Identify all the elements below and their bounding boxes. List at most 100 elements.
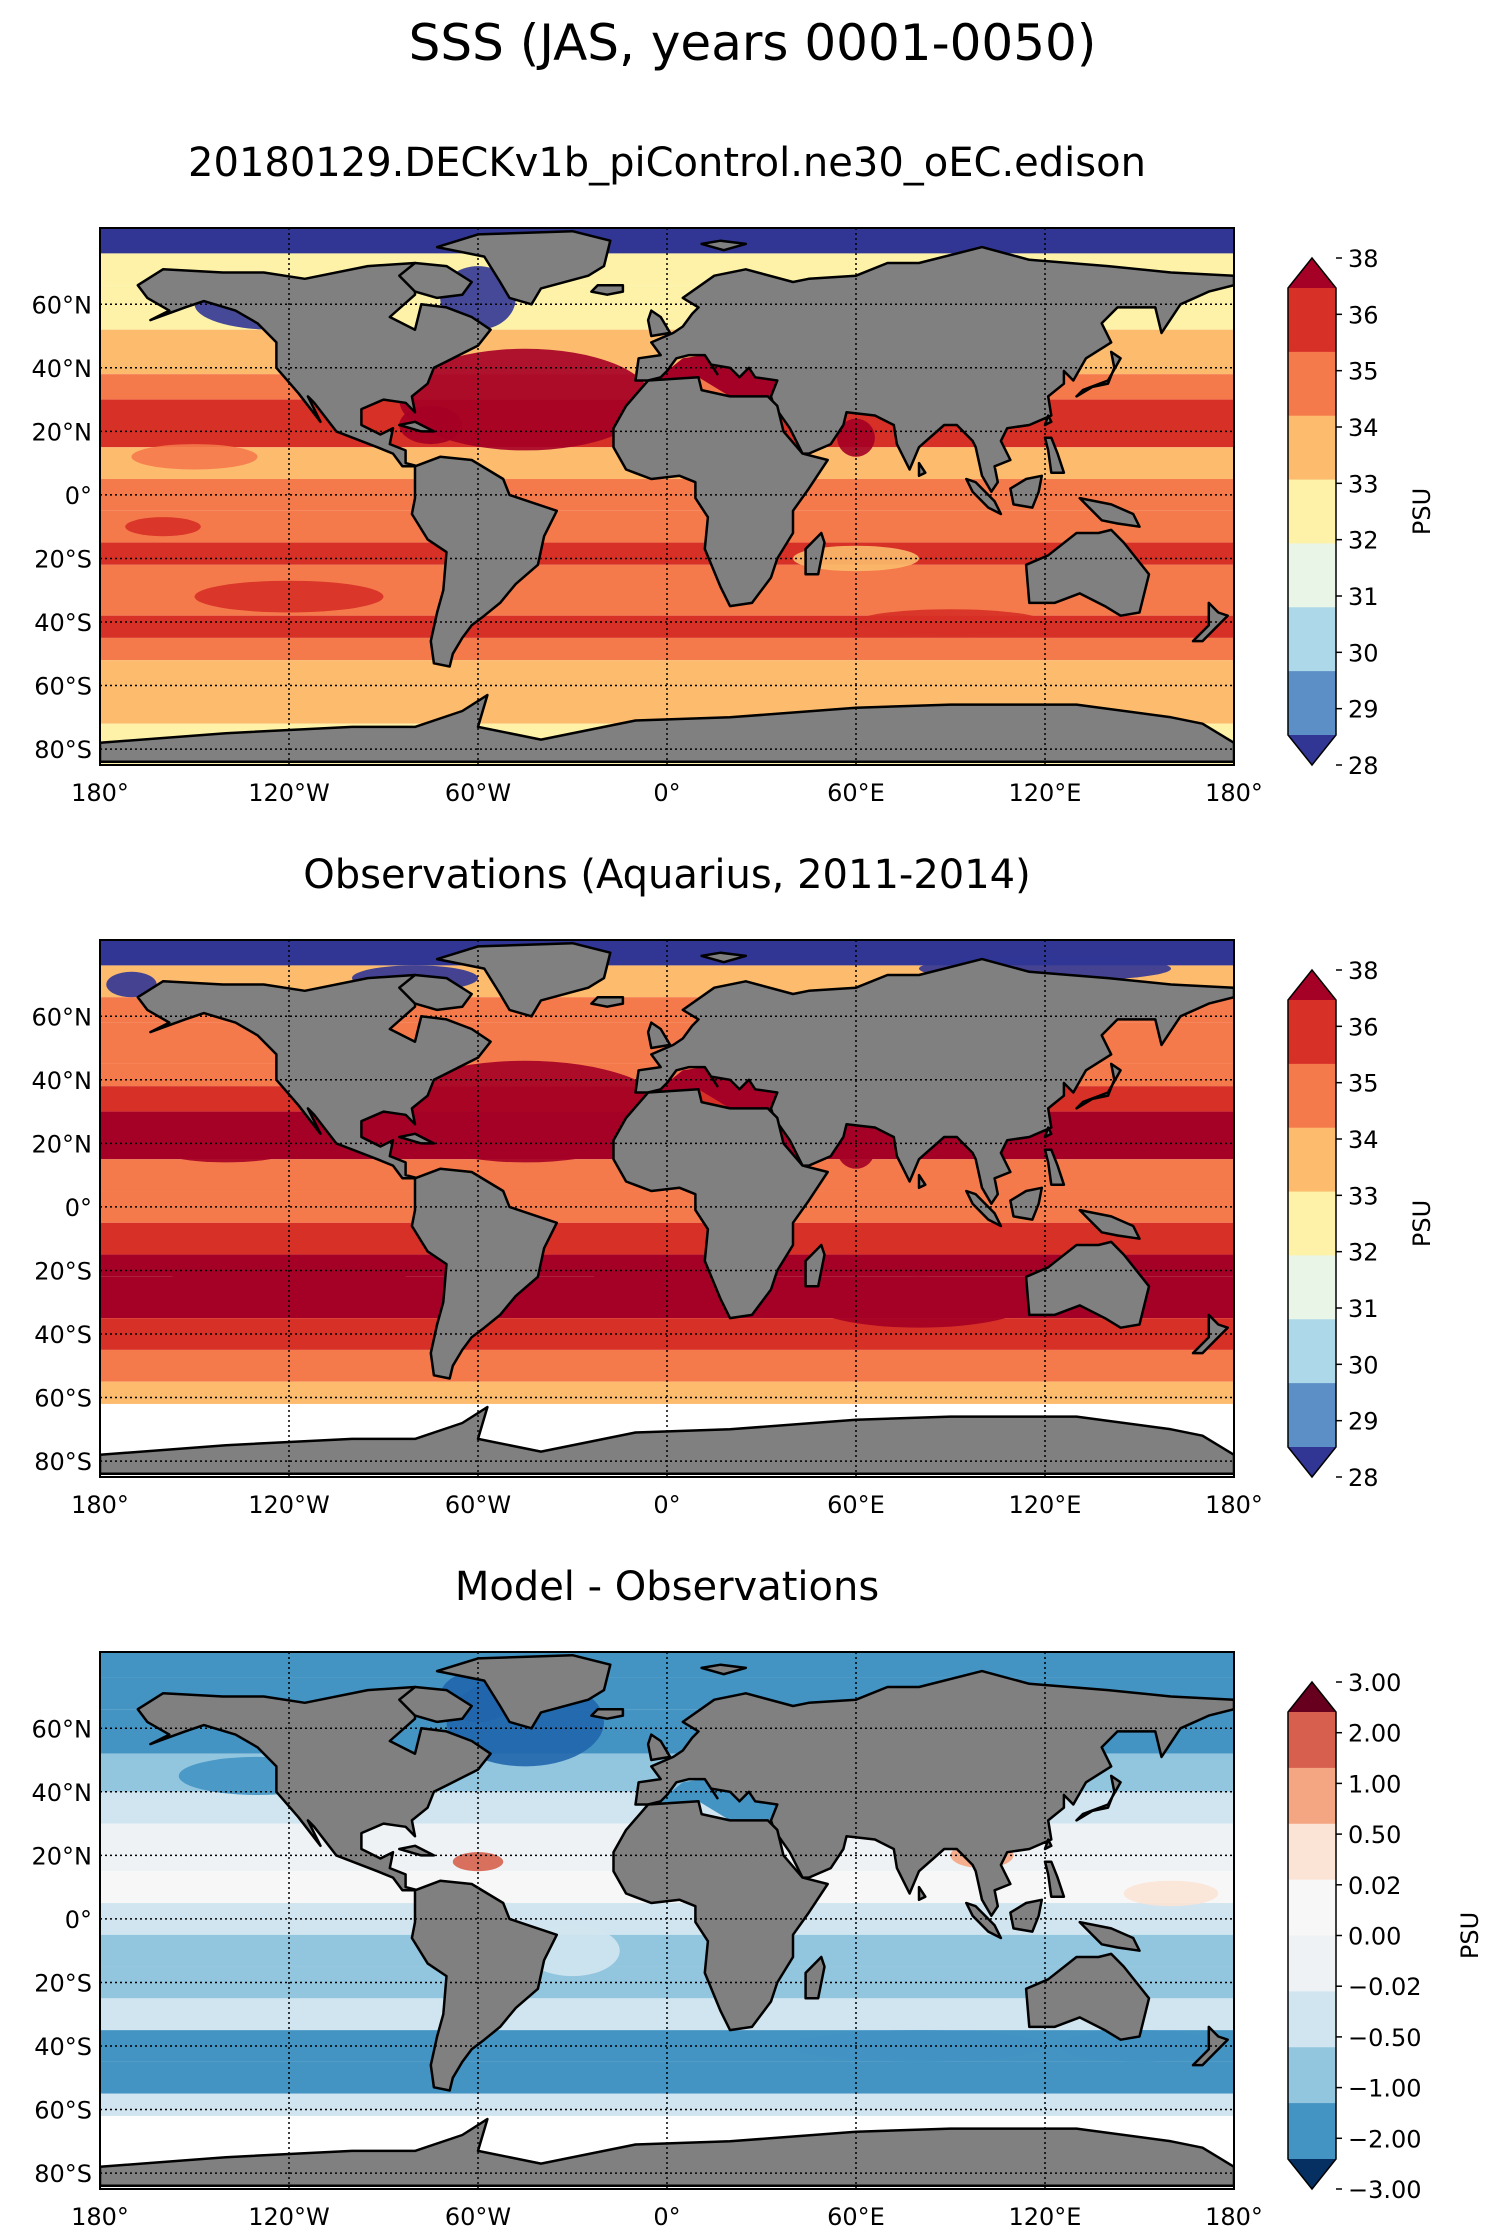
y-tick-label: 20°S xyxy=(34,1257,92,1285)
panel-2-title: Observations (Aquarius, 2011-2014) xyxy=(303,852,1031,898)
colorbar-extend-top xyxy=(1288,1682,1336,1712)
y-tick-label: 60°S xyxy=(34,673,92,701)
figure-title: SSS (JAS, years 0001-0050) xyxy=(408,14,1097,72)
colorbar-segment xyxy=(1288,1991,1336,2048)
land-iceland xyxy=(590,1707,625,1720)
colorbar-tick-label: 29 xyxy=(1348,1408,1379,1436)
mediterranean xyxy=(651,355,781,397)
land-south-america xyxy=(410,1167,559,1380)
salinity-feature xyxy=(808,1276,1030,1328)
land-taiwan xyxy=(1043,1126,1053,1139)
land-madagascar xyxy=(804,1243,826,1288)
land-greenland xyxy=(435,941,612,1018)
salinity-feature xyxy=(837,418,875,457)
colorbar-tick-label: 0.50 xyxy=(1348,1821,1401,1849)
land-cuba xyxy=(398,1844,436,1857)
colorbar-outline xyxy=(1287,968,1337,1479)
colorbar-tick-label: −2.00 xyxy=(1348,2125,1422,2153)
colorbar-tick-label: 30 xyxy=(1348,1351,1379,1379)
panel-3-frame xyxy=(99,1651,1235,2190)
colorbar-extend-bottom xyxy=(1288,735,1336,765)
x-tick-label: 120°E xyxy=(1009,1491,1082,1519)
colorbar-segment xyxy=(1288,1191,1336,1256)
salinity-feature xyxy=(1060,2030,1219,2062)
x-tick-label: 0° xyxy=(653,2203,680,2231)
y-tick-label: 40°N xyxy=(32,1067,93,1095)
colorbar-tick-label: 29 xyxy=(1348,696,1379,724)
land-north-america xyxy=(136,973,492,1180)
y-tick-label: 20°N xyxy=(32,418,93,446)
salinity-band xyxy=(100,1222,1234,1255)
land-sumatra xyxy=(965,1901,1003,1940)
colorbar-segment xyxy=(1288,1767,1336,1825)
colorbar-tick-label: 32 xyxy=(1348,527,1379,555)
x-tick-label: 60°W xyxy=(445,1491,511,1519)
y-tick-label: 60°S xyxy=(34,2097,92,2125)
y-tick-label: 60°S xyxy=(34,1385,92,1413)
colorbar-tick-label: 28 xyxy=(1348,1464,1379,1492)
x-tick-label: 120°E xyxy=(1009,779,1082,807)
y-tick-label: 20°S xyxy=(34,545,92,573)
salinity-feature xyxy=(452,1852,504,1872)
land-japan xyxy=(1075,1062,1122,1110)
land-north-america xyxy=(136,1685,492,1892)
panel-3-title: Model - Observations xyxy=(454,1564,880,1610)
salinity-feature xyxy=(383,1060,667,1163)
land-taiwan xyxy=(1043,414,1053,427)
colorbar-tick-label: 28 xyxy=(1348,752,1379,780)
land-new-guinea xyxy=(1078,1208,1141,1240)
land-borneo xyxy=(1009,1898,1044,1933)
y-tick-label: 40°N xyxy=(32,355,93,383)
colorbar-tick-label: 34 xyxy=(1348,1126,1379,1154)
colorbar-tick-label: 38 xyxy=(1348,245,1379,273)
x-tick-label: 120°E xyxy=(1009,2203,1082,2231)
colorbar-segment xyxy=(1288,288,1336,353)
colorbar-tick-label: 31 xyxy=(1348,583,1379,611)
panel-2-frame xyxy=(99,939,1235,1478)
salinity-feature xyxy=(125,517,201,537)
colorbar-tick-label: 0.00 xyxy=(1348,1923,1401,1951)
panel-1-map xyxy=(100,228,1234,765)
land-new-guinea xyxy=(1078,1920,1141,1952)
land-taiwan xyxy=(1043,1838,1053,1851)
land-svalbard xyxy=(700,239,748,252)
colorbar-extend-top xyxy=(1288,258,1336,288)
land-north-america xyxy=(136,261,492,468)
x-tick-label: 120°W xyxy=(248,779,330,807)
x-tick-label: 180° xyxy=(71,779,129,807)
x-tick-label: 0° xyxy=(653,779,680,807)
y-tick-label: 80°S xyxy=(34,2160,92,2188)
colorbar-tick-label: 30 xyxy=(1348,639,1379,667)
salinity-band xyxy=(100,2093,1234,2116)
colorbar-tick-label: 31 xyxy=(1348,1295,1379,1323)
salinity-band xyxy=(100,1934,1234,1967)
colorbar-segment xyxy=(1288,415,1336,481)
land-sri-lanka xyxy=(917,461,927,478)
x-tick-label: 180° xyxy=(71,1491,129,1519)
land-south-america xyxy=(410,1879,559,2092)
panel-2-map xyxy=(100,940,1234,1477)
colorbar-label: PSU xyxy=(1408,1200,1436,1247)
y-tick-label: 40°S xyxy=(34,1321,92,1349)
colorbar-tick-label: 34 xyxy=(1348,414,1379,442)
colorbar-tick-label: 33 xyxy=(1348,1182,1379,1210)
colorbar-segment xyxy=(1288,1712,1336,1769)
colorbar-tick-label: −0.50 xyxy=(1348,2024,1422,2052)
colorbar-tick-label: −0.02 xyxy=(1348,1973,1422,2001)
colorbar-tick-label: −1.00 xyxy=(1348,2075,1422,2103)
colorbar-tick-label: 0.02 xyxy=(1348,1872,1401,1900)
colorbar-extend-bottom xyxy=(1288,1447,1336,1477)
land-south-america xyxy=(410,455,559,668)
salinity-feature xyxy=(106,971,157,998)
colorbar-outline xyxy=(1287,256,1337,767)
colorbar-segment xyxy=(1288,1127,1336,1193)
y-tick-label: 20°N xyxy=(32,1842,93,1870)
y-tick-label: 60°N xyxy=(32,291,93,319)
panel-1-title: 20180129.DECKv1b_piControl.ne30_oEC.edis… xyxy=(188,140,1146,186)
y-tick-label: 60°N xyxy=(32,1003,93,1031)
colorbar-tick-label: 35 xyxy=(1348,358,1379,386)
land-sumatra xyxy=(965,1189,1003,1228)
colorbar-segment xyxy=(1288,351,1336,417)
land-australia xyxy=(1024,528,1151,617)
land-cuba xyxy=(398,1132,436,1145)
